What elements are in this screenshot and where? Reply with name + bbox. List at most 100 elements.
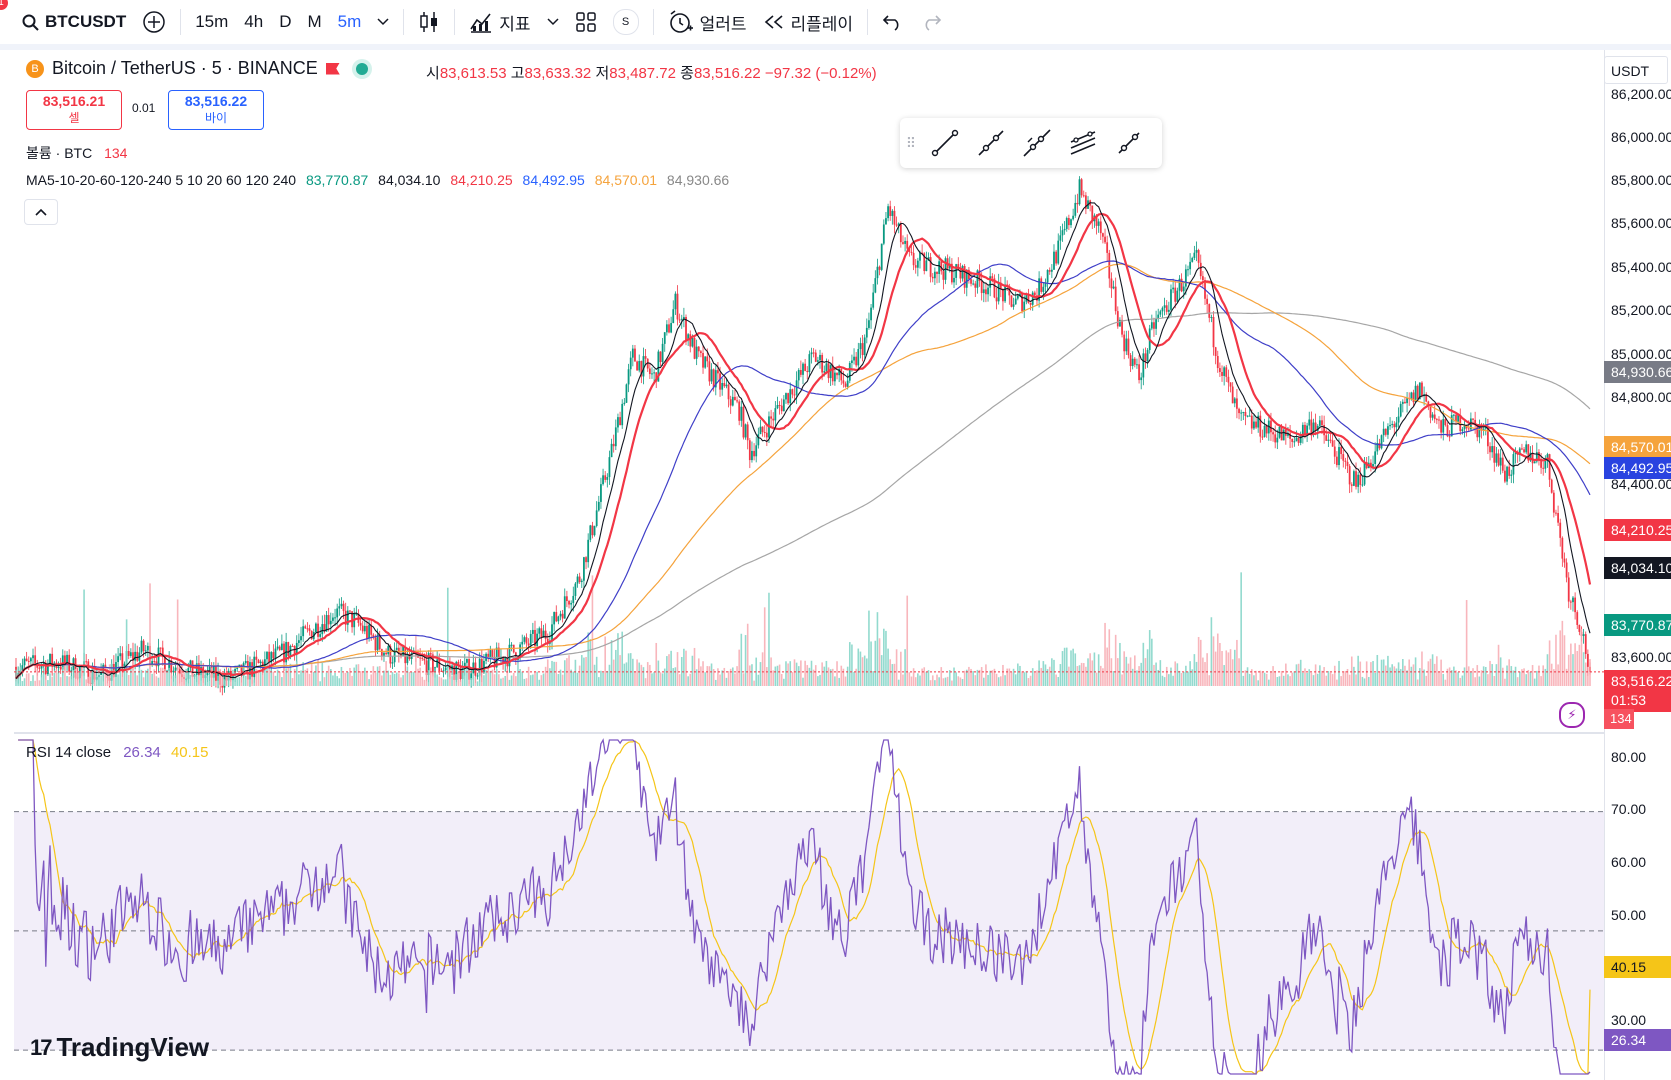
volume-bar	[1236, 639, 1238, 686]
notification-badge[interactable]: 1	[0, 0, 8, 10]
volume-bar	[766, 667, 768, 686]
candle-body	[1359, 474, 1362, 485]
tradingview-logo[interactable]: 17 TradingView	[30, 1032, 209, 1063]
volume-bar	[676, 652, 679, 686]
drawing-toolbar[interactable]: ⠿	[900, 118, 1162, 168]
volume-bar	[1221, 651, 1223, 686]
candle-body	[634, 348, 636, 362]
sell-button[interactable]: 83,516.21 셀	[26, 90, 122, 130]
interval-5m[interactable]: 5m	[337, 12, 362, 31]
indicators-button[interactable]: 지표	[461, 0, 538, 44]
redo-button[interactable]	[912, 0, 950, 44]
volume-bar	[712, 669, 715, 686]
volume-bar	[1542, 665, 1545, 686]
volume-bar	[863, 655, 866, 686]
volume-bar	[1304, 668, 1306, 686]
interval-dropdown[interactable]	[369, 0, 397, 44]
candle-body	[1221, 371, 1223, 376]
candle-body	[1078, 179, 1081, 205]
flag-icon[interactable]	[325, 62, 340, 75]
replay-button[interactable]: 리플레이	[755, 0, 862, 44]
candle-body	[142, 640, 145, 652]
candle-body	[1142, 353, 1145, 378]
volume-bar	[817, 676, 819, 686]
candle-body	[1525, 444, 1528, 453]
candle-body	[291, 645, 294, 647]
candle-body	[1099, 221, 1102, 234]
alert-button[interactable]: 얼러트	[660, 0, 755, 44]
undo-button[interactable]	[874, 0, 912, 44]
volume-bar	[889, 659, 892, 686]
compare-button[interactable]	[134, 0, 174, 44]
candle-body	[776, 405, 779, 409]
volume-bar	[249, 675, 251, 686]
buy-button[interactable]: 83,516.22 바이	[168, 90, 264, 130]
chart-type-button[interactable]	[410, 0, 448, 44]
volume-bar	[572, 671, 575, 686]
candle-body	[1106, 242, 1109, 253]
volume-bar	[1291, 672, 1294, 686]
candle-body	[542, 630, 545, 638]
ma-legend[interactable]: MA5-10-20-60-120-240 5 10 20 60 120 240 …	[26, 172, 729, 188]
volume-bar	[802, 677, 804, 686]
volume-bar	[810, 660, 813, 686]
parallel-channel-tool[interactable]	[1060, 123, 1106, 163]
candle-body	[985, 289, 987, 295]
lightning-icon[interactable]: ⚡	[1559, 702, 1585, 728]
symbol-search[interactable]: 1 BTCUSDT	[0, 0, 134, 44]
price-tick: 86,000.00	[1611, 129, 1671, 145]
last-price-label[interactable]: 83,516.22 01:53	[1604, 670, 1671, 712]
volume-legend[interactable]: 볼륨 · BTC 134	[26, 143, 127, 163]
volume-bar	[1131, 668, 1134, 686]
collapse-legend-button[interactable]	[24, 199, 58, 225]
candle-body	[1138, 364, 1140, 381]
volume-bar	[427, 670, 430, 686]
volume-bar	[417, 668, 419, 686]
volume-bar	[157, 677, 160, 686]
volume-bar	[527, 666, 530, 686]
info-line-tool[interactable]	[1106, 123, 1152, 163]
volume-bar	[1331, 674, 1334, 686]
candle-body	[540, 628, 543, 638]
rsi-legend[interactable]: RSI 14 close 26.34 40.15	[26, 744, 208, 761]
candle-body	[610, 443, 613, 458]
candle-body	[1493, 446, 1496, 463]
pane-divider[interactable]	[14, 732, 1604, 734]
market-status-dot[interactable]	[355, 62, 368, 75]
layout-button[interactable]	[567, 0, 605, 44]
candle-body	[221, 684, 224, 688]
interval-4h[interactable]: 4h	[244, 12, 264, 31]
price-chart[interactable]	[14, 50, 1604, 1080]
volume-bar	[423, 679, 426, 686]
indicators-dropdown[interactable]	[539, 0, 567, 44]
drag-handle-icon[interactable]: ⠿	[905, 134, 917, 151]
volume-bar	[1348, 674, 1351, 686]
candle-body	[491, 650, 494, 657]
volume-bar	[812, 669, 815, 686]
symbol-ticker[interactable]: BTCUSDT	[45, 12, 127, 31]
interval-d[interactable]: D	[279, 12, 292, 31]
trend-line-tool[interactable]	[922, 123, 968, 163]
volume-bar	[740, 633, 743, 686]
candle-body	[916, 260, 919, 268]
ray-tool[interactable]	[968, 123, 1014, 163]
volume-bar	[623, 663, 626, 686]
volume-bar	[138, 667, 141, 686]
currency-unit[interactable]: USDT	[1604, 56, 1668, 84]
interval-15m[interactable]: 15m	[195, 12, 229, 31]
volume-bar	[797, 666, 800, 686]
volume-bar	[1308, 669, 1311, 686]
volume-bar	[1444, 679, 1447, 686]
candle-body	[668, 324, 670, 333]
volume-bar	[359, 671, 362, 686]
volume-bar	[1261, 671, 1264, 686]
symbol-legend[interactable]: B Bitcoin / TetherUS · 5 · BINANCE	[26, 58, 368, 79]
volume-bar	[536, 671, 538, 686]
candle-body	[144, 650, 147, 652]
candle-body	[563, 596, 566, 619]
s-button[interactable]: S	[605, 0, 647, 44]
interval-m[interactable]: M	[307, 12, 322, 31]
candle-body	[1391, 423, 1394, 425]
candle-body	[359, 622, 362, 626]
extended-line-tool[interactable]	[1014, 123, 1060, 163]
